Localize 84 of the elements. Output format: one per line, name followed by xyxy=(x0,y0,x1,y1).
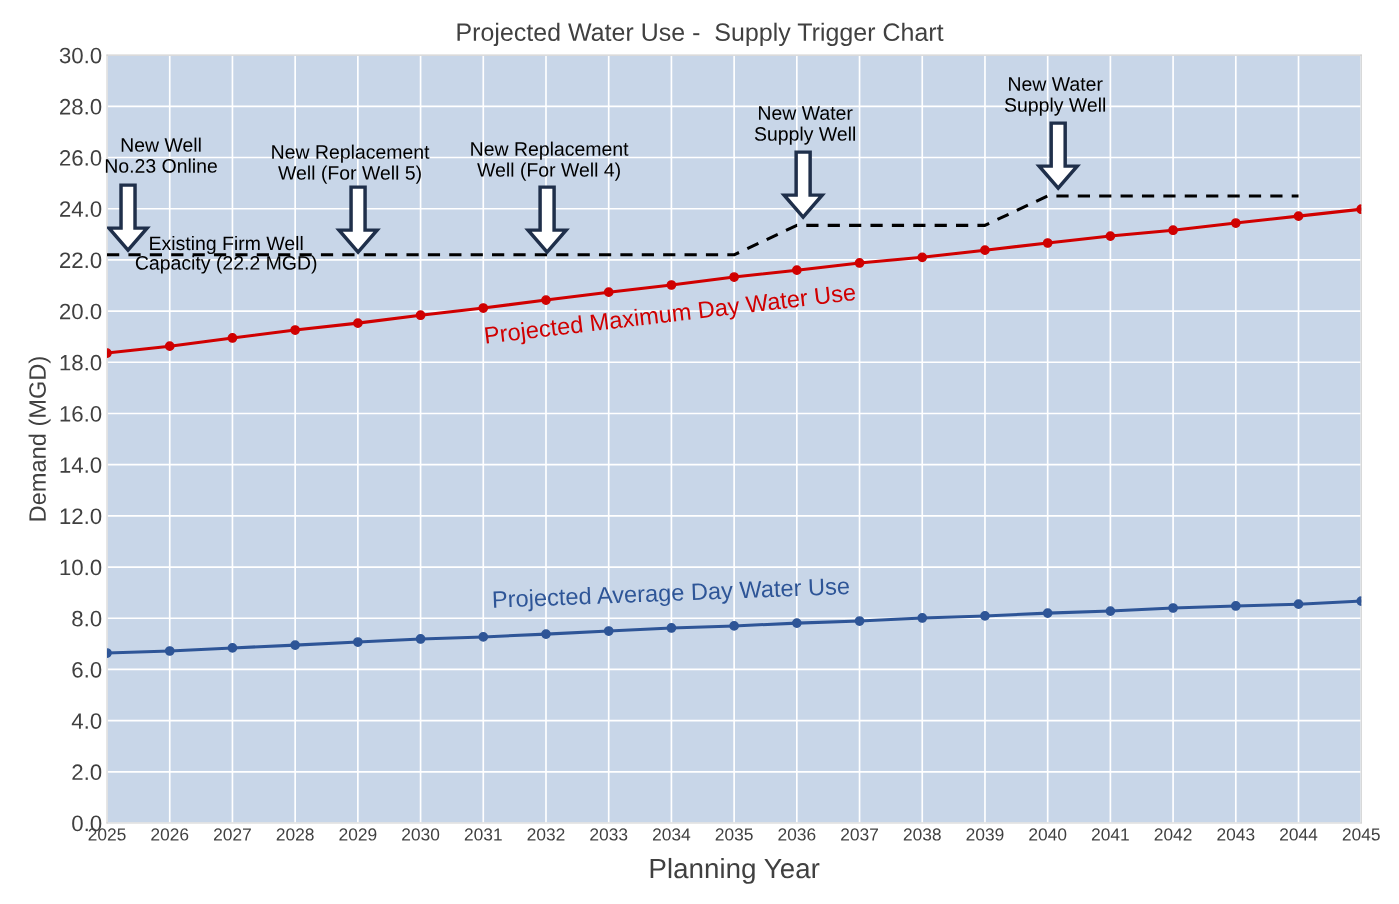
point xyxy=(227,333,238,343)
x-tick-label: 2041 xyxy=(1091,828,1129,841)
x-tick-label: 2044 xyxy=(1280,828,1318,841)
point xyxy=(353,637,363,647)
point xyxy=(1293,599,1304,610)
x-tick-label: 2042 xyxy=(1154,828,1192,841)
x-tick-label: 2030 xyxy=(402,828,440,841)
x-tick-label: 2032 xyxy=(527,828,565,841)
y-tick-label: 12.0 xyxy=(60,508,102,525)
annotation: New Well No.23 Online xyxy=(105,137,217,173)
point xyxy=(290,640,301,650)
x-tick-label: 2036 xyxy=(778,828,816,841)
point xyxy=(1168,225,1178,236)
point xyxy=(917,613,928,623)
annotation: New Water Supply Well xyxy=(1004,77,1106,116)
point xyxy=(1042,238,1053,248)
point xyxy=(980,611,990,621)
y-tick-label: 4.0 xyxy=(71,713,102,729)
point xyxy=(541,629,551,639)
point xyxy=(1042,608,1053,618)
y-tick-label: 2.0 xyxy=(72,764,102,781)
y-tick-label: 24.0 xyxy=(60,201,102,217)
series-label: Projected Average Day Water Use xyxy=(493,576,850,613)
point xyxy=(854,258,865,268)
chart-title: Projected Water Use - Supply Trigger Chart xyxy=(457,22,944,46)
point xyxy=(854,616,865,626)
point xyxy=(729,272,739,282)
x-tick-label: 2043 xyxy=(1217,828,1255,841)
annotation: Existing Firm Well Capacity (22.2 MGD) xyxy=(135,235,317,274)
x-tick-label: 2033 xyxy=(590,828,628,841)
x-tick-label: 2029 xyxy=(339,828,377,841)
point xyxy=(603,287,614,298)
point xyxy=(478,303,489,313)
point xyxy=(791,265,802,276)
x-tick-label: 2045 xyxy=(1342,828,1380,841)
point xyxy=(603,626,614,636)
x-tick-label: 2037 xyxy=(841,828,878,841)
y-tick-label: 26.0 xyxy=(60,150,102,166)
x-tick-label: 2028 xyxy=(276,828,314,841)
point xyxy=(164,646,175,656)
point xyxy=(1168,603,1178,613)
x-tick-label: 2040 xyxy=(1029,828,1067,841)
point xyxy=(1105,231,1116,241)
annotation: New Replacement Well (For Well 5) xyxy=(272,144,430,184)
x-axis-title: Planning Year xyxy=(650,857,820,884)
x-tick-label: 2038 xyxy=(903,828,941,841)
y-tick-label: 30.0 xyxy=(59,47,102,64)
x-tick-label: 2039 xyxy=(966,828,1004,841)
point xyxy=(791,618,802,628)
point xyxy=(1293,211,1304,221)
point xyxy=(478,632,489,642)
point xyxy=(729,621,739,631)
point xyxy=(541,295,551,305)
point xyxy=(415,634,426,644)
y-tick-label: 6.0 xyxy=(72,661,102,678)
point xyxy=(917,252,928,263)
y-tick-label: 18.0 xyxy=(60,354,102,371)
point xyxy=(1230,601,1241,611)
y-tick-label: 16.0 xyxy=(60,406,102,422)
text: Projected Maximum Day Water Use xyxy=(484,282,857,349)
y-tick-label: 28.0 xyxy=(60,98,102,115)
x-tick-label: 2027 xyxy=(214,828,251,841)
x-tick-label: 2031 xyxy=(464,828,502,841)
y-tick-label: 10.0 xyxy=(60,559,102,576)
point xyxy=(290,325,301,335)
annotation: New Water Supply Well xyxy=(754,106,855,145)
x-tick-label: 2026 xyxy=(151,828,189,841)
point xyxy=(666,623,677,633)
point xyxy=(415,310,426,321)
x-tick-label: 2035 xyxy=(715,828,753,841)
y-tick-label: 14.0 xyxy=(60,457,102,473)
y-tick-label: 20.0 xyxy=(60,303,102,320)
y-tick-label: 8.0 xyxy=(72,610,102,627)
y-axis-title: Demand (MGD) xyxy=(28,357,51,521)
x-tick-label: 2034 xyxy=(652,828,691,841)
point xyxy=(980,245,990,256)
point xyxy=(666,280,677,290)
point xyxy=(227,643,238,653)
y-tick-label: 22.0 xyxy=(60,252,102,269)
point xyxy=(164,341,175,352)
point xyxy=(353,318,363,328)
point xyxy=(1230,218,1241,228)
annotation: New Replacement Well (For Well 4) xyxy=(471,141,629,181)
point xyxy=(1105,606,1116,616)
